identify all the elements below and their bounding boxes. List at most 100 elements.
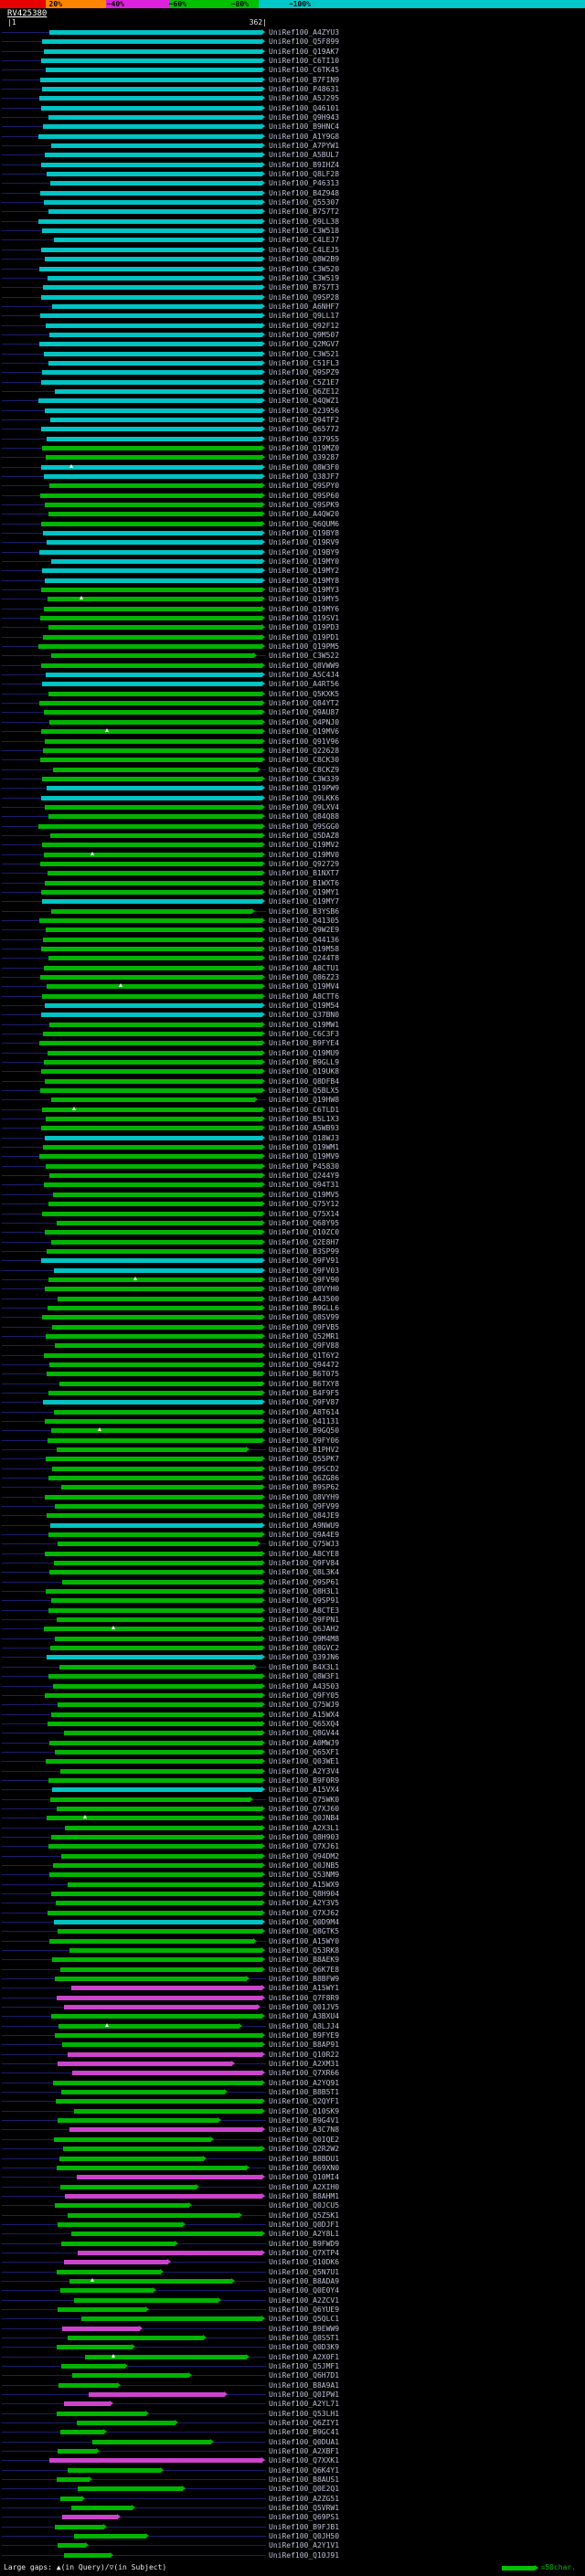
hit-label[interactable]: UniRef100_Q0JNB4: [269, 1814, 340, 1823]
hit-bar[interactable]: [44, 1692, 262, 1698]
hit-bar[interactable]: [63, 1731, 262, 1736]
hit-bar[interactable]: [41, 663, 262, 668]
hit-bar[interactable]: [62, 2042, 262, 2048]
hit-bar[interactable]: [38, 398, 262, 404]
hit-label[interactable]: UniRef100_Q9SPZ9: [269, 368, 340, 377]
hit-label[interactable]: UniRef100_Q10DK6: [269, 2258, 340, 2267]
hit-bar[interactable]: [50, 1712, 262, 1717]
hit-bar[interactable]: [39, 549, 262, 555]
hit-bar[interactable]: [51, 653, 254, 659]
hit-bar[interactable]: [46, 172, 262, 177]
hit-bar[interactable]: [52, 1957, 262, 1963]
hit-bar[interactable]: [44, 408, 262, 413]
hit-bar[interactable]: [59, 1768, 262, 1774]
hit-label[interactable]: UniRef100_Q19BY8: [269, 529, 340, 538]
hit-label[interactable]: UniRef100_Q6K4Y1: [269, 2465, 340, 2475]
hit-label[interactable]: UniRef100_Q9A4E9: [269, 1531, 340, 1540]
hit-label[interactable]: UniRef100_Q9FV87: [269, 1398, 340, 1407]
hit-label[interactable]: UniRef100_Q03WE1: [269, 1757, 340, 1766]
hit-label[interactable]: UniRef100_A2Y3V4: [269, 1766, 340, 1776]
hit-bar[interactable]: [52, 1787, 262, 1793]
hit-label[interactable]: UniRef100_A8CTE3: [269, 1606, 340, 1615]
hit-label[interactable]: UniRef100_Q0DJF1: [269, 2220, 340, 2229]
hit-bar[interactable]: [60, 2363, 125, 2369]
hit-bar[interactable]: [55, 1749, 262, 1754]
hit-bar[interactable]: [43, 531, 262, 536]
hit-label[interactable]: UniRef100_Q6YUE9: [269, 2305, 340, 2314]
hit-label[interactable]: UniRef100_Q6ZIY1: [269, 2419, 340, 2428]
hit-bar[interactable]: [46, 928, 262, 933]
hit-bar[interactable]: [59, 1966, 262, 1972]
hit-label[interactable]: UniRef100_Q18WJ3: [269, 1133, 340, 1142]
hit-label[interactable]: UniRef100_Q84Q88: [269, 812, 340, 822]
hit-bar[interactable]: [46, 786, 262, 791]
hit-label[interactable]: UniRef100_Q19WM1: [269, 1143, 340, 1152]
hit-bar[interactable]: [40, 464, 262, 470]
hit-bar[interactable]: [47, 1305, 262, 1310]
hit-bar[interactable]: [63, 2552, 112, 2558]
hit-label[interactable]: UniRef100_A4RT56: [269, 680, 340, 689]
hit-label[interactable]: UniRef100_Q9SPK9: [269, 501, 340, 509]
hit-bar[interactable]: [57, 2062, 233, 2067]
hit-label[interactable]: UniRef100_Q9LL38: [269, 217, 340, 226]
hit-bar[interactable]: [44, 1003, 262, 1009]
hit-bar[interactable]: [44, 1287, 262, 1292]
hit-label[interactable]: UniRef100_Q91V96: [269, 737, 340, 746]
hit-label[interactable]: UniRef100_Q19AK7: [269, 47, 340, 56]
hit-bar[interactable]: [50, 559, 262, 565]
hit-label[interactable]: UniRef100_C8CK30: [269, 756, 340, 765]
hit-bar[interactable]: [62, 1579, 262, 1585]
hit-label[interactable]: UniRef100_B9IHZ4: [269, 160, 340, 169]
hit-bar[interactable]: [50, 2014, 262, 2019]
hit-bar[interactable]: [39, 917, 262, 923]
hit-bar[interactable]: [62, 2147, 262, 2152]
hit-bar[interactable]: [42, 228, 262, 234]
hit-label[interactable]: UniRef100_Q6ZG86: [269, 1474, 340, 1483]
hit-bar[interactable]: [40, 162, 262, 167]
hit-label[interactable]: UniRef100_Q4PNJ0: [269, 717, 340, 726]
hit-label[interactable]: UniRef100_Q19MZ0: [269, 443, 340, 452]
hit-bar[interactable]: [67, 2467, 162, 2473]
hit-bar[interactable]: [49, 832, 262, 838]
hit-bar[interactable]: [53, 1561, 262, 1566]
hit-label[interactable]: UniRef100_A2XIH0: [269, 2182, 340, 2191]
hit-label[interactable]: UniRef100_Q5DAZ8: [269, 831, 340, 840]
hit-bar[interactable]: [39, 266, 262, 271]
hit-label[interactable]: UniRef100_B8A9A1: [269, 2380, 340, 2390]
hit-bar[interactable]: [44, 1494, 262, 1500]
hit-label[interactable]: UniRef100_A15VX4: [269, 1786, 340, 1795]
hit-bar[interactable]: [50, 143, 262, 149]
hit-label[interactable]: UniRef100_Q65772: [269, 425, 340, 434]
hit-bar[interactable]: [49, 1022, 262, 1027]
hit-label[interactable]: UniRef100_A2Y3V5: [269, 1899, 340, 1908]
hit-label[interactable]: UniRef100_Q8VWW9: [269, 661, 340, 670]
hit-label[interactable]: UniRef100_C3W518: [269, 227, 340, 236]
hit-label[interactable]: UniRef100_Q9AU87: [269, 708, 340, 717]
hit-bar[interactable]: [47, 1050, 262, 1055]
hit-label[interactable]: UniRef100_A2XM31: [269, 2060, 340, 2069]
hit-bar[interactable]: [91, 2439, 211, 2444]
hit-label[interactable]: UniRef100_Q94472: [269, 1360, 340, 1369]
hit-bar[interactable]: [58, 2118, 218, 2124]
hit-label[interactable]: UniRef100_B7S7T3: [269, 283, 340, 292]
hit-bar[interactable]: [43, 937, 262, 942]
hit-label[interactable]: UniRef100_A3BXU4: [269, 2012, 340, 2021]
hit-bar[interactable]: [56, 2477, 90, 2483]
hit-bar[interactable]: [46, 1333, 262, 1339]
hit-label[interactable]: UniRef100_Q19MV4: [269, 982, 340, 991]
hit-label[interactable]: UniRef100_B7S7T2: [269, 207, 340, 217]
hit-bar[interactable]: [49, 483, 262, 489]
hit-bar[interactable]: [49, 1740, 262, 1745]
hit-bar[interactable]: [63, 2401, 112, 2407]
hit-label[interactable]: UniRef100_A2ZCV1: [269, 2295, 340, 2305]
hit-label[interactable]: UniRef100_Q19MV0: [269, 850, 340, 859]
hit-label[interactable]: UniRef100_Q10SK9: [269, 2106, 340, 2115]
hit-label[interactable]: UniRef100_A4QW20: [269, 510, 340, 519]
hit-bar[interactable]: [48, 1607, 262, 1613]
hit-label[interactable]: UniRef100_Q7F8R9: [269, 1993, 340, 2002]
hit-bar[interactable]: [46, 1589, 262, 1595]
hit-bar[interactable]: [39, 1088, 262, 1094]
hit-label[interactable]: UniRef100_Q65XQ4: [269, 1719, 340, 1728]
hit-bar[interactable]: [70, 1986, 262, 1991]
hit-label[interactable]: UniRef100_Q9FY05: [269, 1691, 340, 1700]
